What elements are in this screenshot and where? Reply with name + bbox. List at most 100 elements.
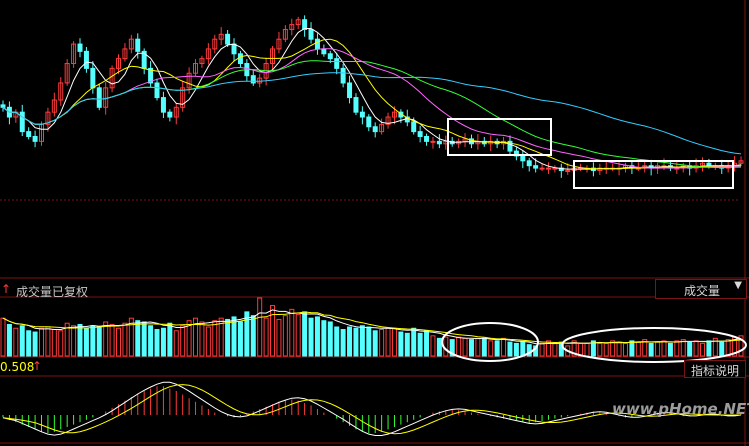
- volume-bar: [359, 325, 365, 357]
- volume-bar: [526, 344, 532, 357]
- candle-body: [520, 155, 526, 162]
- volume-bar: [128, 317, 134, 357]
- candle-body: [167, 111, 173, 118]
- volume-bar: [655, 341, 661, 357]
- volume-bar: [725, 339, 731, 357]
- highlight-box: [447, 118, 552, 156]
- candle-body: [212, 38, 218, 50]
- candle-body: [353, 97, 359, 113]
- candle-body: [295, 19, 301, 26]
- volume-bar: [571, 340, 577, 357]
- volume-bar: [6, 323, 12, 357]
- candle-body: [289, 24, 295, 30]
- volume-bar: [58, 330, 64, 357]
- candle-body: [539, 167, 545, 170]
- volume-bar: [501, 337, 507, 357]
- volume-bar: [173, 330, 179, 357]
- candle-body: [90, 67, 96, 89]
- candle-body: [359, 111, 365, 118]
- volume-bar: [642, 339, 648, 357]
- volume-bar: [148, 325, 154, 357]
- volume-bar: [13, 327, 19, 357]
- volume-bar: [77, 323, 83, 357]
- candle-body: [526, 160, 532, 167]
- candle-body: [160, 97, 166, 113]
- volume-bar: [199, 321, 205, 357]
- volume-bar: [674, 340, 680, 357]
- volume-bar: [257, 297, 263, 357]
- volume-bar: [83, 327, 89, 357]
- candle-body: [314, 38, 320, 50]
- volume-bar: [468, 339, 474, 357]
- candle-body: [83, 50, 89, 69]
- candle-body: [96, 87, 102, 108]
- candle-body: [347, 82, 353, 99]
- volume-bar: [212, 320, 218, 357]
- volume-bar: [738, 335, 744, 357]
- volume-bar: [314, 316, 320, 357]
- candle-body: [411, 121, 417, 133]
- candle-body: [45, 111, 51, 125]
- macd-dif-line: [2, 381, 742, 436]
- volume-bar: [648, 342, 654, 357]
- candle-body: [302, 19, 308, 30]
- volume-bar: [39, 327, 45, 357]
- volume-dropdown[interactable]: 成交量 ▼: [655, 279, 747, 299]
- candle-body: [552, 167, 558, 170]
- candle-body: [321, 48, 327, 55]
- volume-bar: [270, 305, 276, 357]
- candle-body: [308, 28, 314, 40]
- volume-ma10-line: [2, 311, 742, 344]
- highlight-ellipse: [561, 327, 747, 363]
- volume-bar: [167, 322, 173, 357]
- volume-bar: [237, 321, 243, 357]
- volume-bar: [116, 327, 122, 357]
- volume-bar: [154, 329, 160, 357]
- volume-bar: [693, 340, 699, 357]
- volume-bar: [436, 337, 442, 357]
- candle-body: [64, 63, 70, 84]
- candle-body: [231, 43, 237, 55]
- indicator-arrow-icon: ↑: [32, 359, 43, 373]
- candle-body: [282, 28, 288, 40]
- volume-bar: [687, 341, 693, 357]
- volume-bar: [398, 331, 404, 357]
- volume-bar: [706, 340, 712, 357]
- candle-body: [58, 82, 64, 101]
- candle-body: [19, 111, 25, 133]
- candle-body: [270, 48, 276, 65]
- volume-bar: [667, 342, 673, 357]
- volume-bar: [295, 313, 301, 357]
- candle-body: [379, 123, 385, 133]
- volume-bar: [712, 337, 718, 357]
- volume-bar: [481, 337, 487, 357]
- volume-bar: [603, 342, 609, 357]
- volume-bar: [308, 317, 314, 357]
- volume-bar: [430, 335, 436, 357]
- candle-body: [417, 131, 423, 137]
- volume-bar: [584, 342, 590, 357]
- candle-body: [327, 53, 333, 60]
- candle-body: [128, 38, 134, 50]
- volume-bar: [141, 321, 147, 357]
- candle-body: [135, 38, 141, 52]
- indicator-help-button[interactable]: 指标说明: [684, 360, 746, 378]
- volume-bar: [590, 340, 596, 357]
- candle-body: [71, 43, 77, 65]
- volume-bar: [90, 325, 96, 357]
- candle-body: [366, 116, 372, 128]
- volume-bar: [411, 327, 417, 357]
- volume-bar: [103, 321, 109, 357]
- candle-body: [507, 140, 513, 152]
- candle-body: [116, 58, 122, 69]
- volume-bar: [449, 339, 455, 357]
- indicator-help-label: 指标说明: [691, 364, 740, 378]
- candle-body: [372, 126, 378, 133]
- volume-bar: [0, 317, 6, 357]
- candle-body: [276, 38, 282, 50]
- candle-body: [565, 170, 571, 173]
- volume-bar: [680, 339, 686, 357]
- ma5-line: [2, 28, 742, 170]
